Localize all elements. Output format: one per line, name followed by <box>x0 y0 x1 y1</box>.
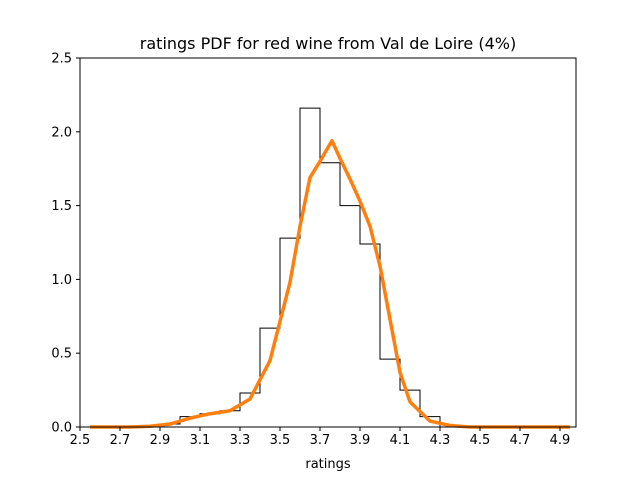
kde-curve <box>90 138 570 429</box>
x-tick-label: 3.5 <box>270 433 291 448</box>
x-tick-label: 4.7 <box>510 433 531 448</box>
x-tick-label: 4.9 <box>550 433 571 448</box>
y-tick-label: 0.0 <box>51 421 72 436</box>
x-tick-label: 4.5 <box>470 433 491 448</box>
x-tick-label: 4.3 <box>430 433 451 448</box>
x-tick-label: 3.1 <box>190 433 211 448</box>
histogram-outline <box>159 107 441 427</box>
y-tick-label: 1.5 <box>51 199 72 214</box>
chart-title: ratings PDF for red wine from Val de Loi… <box>140 34 516 53</box>
y-tick-label: 2.5 <box>51 52 72 67</box>
y-tick-label: 1.0 <box>51 273 72 288</box>
x-tick-label: 3.3 <box>230 433 251 448</box>
x-tick-label: 2.7 <box>110 433 131 448</box>
plot-frame <box>79 57 577 428</box>
y-axis-ticks: 0.0 0.5 1.0 1.5 2.0 2.5 <box>51 52 80 436</box>
x-tick-label: 3.7 <box>310 433 331 448</box>
x-tick-label: 2.5 <box>70 433 91 448</box>
x-tick-label: 2.9 <box>150 433 171 448</box>
kde-curve-layer <box>90 138 570 429</box>
y-tick-label: 2.0 <box>51 125 72 140</box>
histogram-bars <box>159 107 441 427</box>
x-tick-label: 3.9 <box>350 433 371 448</box>
x-axis-label: ratings <box>305 457 351 472</box>
y-tick-label: 0.5 <box>51 347 72 362</box>
x-tick-label: 4.1 <box>390 433 411 448</box>
x-axis-ticks: 2.5 2.7 2.9 3.1 3.3 3.5 3.7 3.9 4.1 4.3 4.5 4.7 4.9 <box>70 427 571 448</box>
